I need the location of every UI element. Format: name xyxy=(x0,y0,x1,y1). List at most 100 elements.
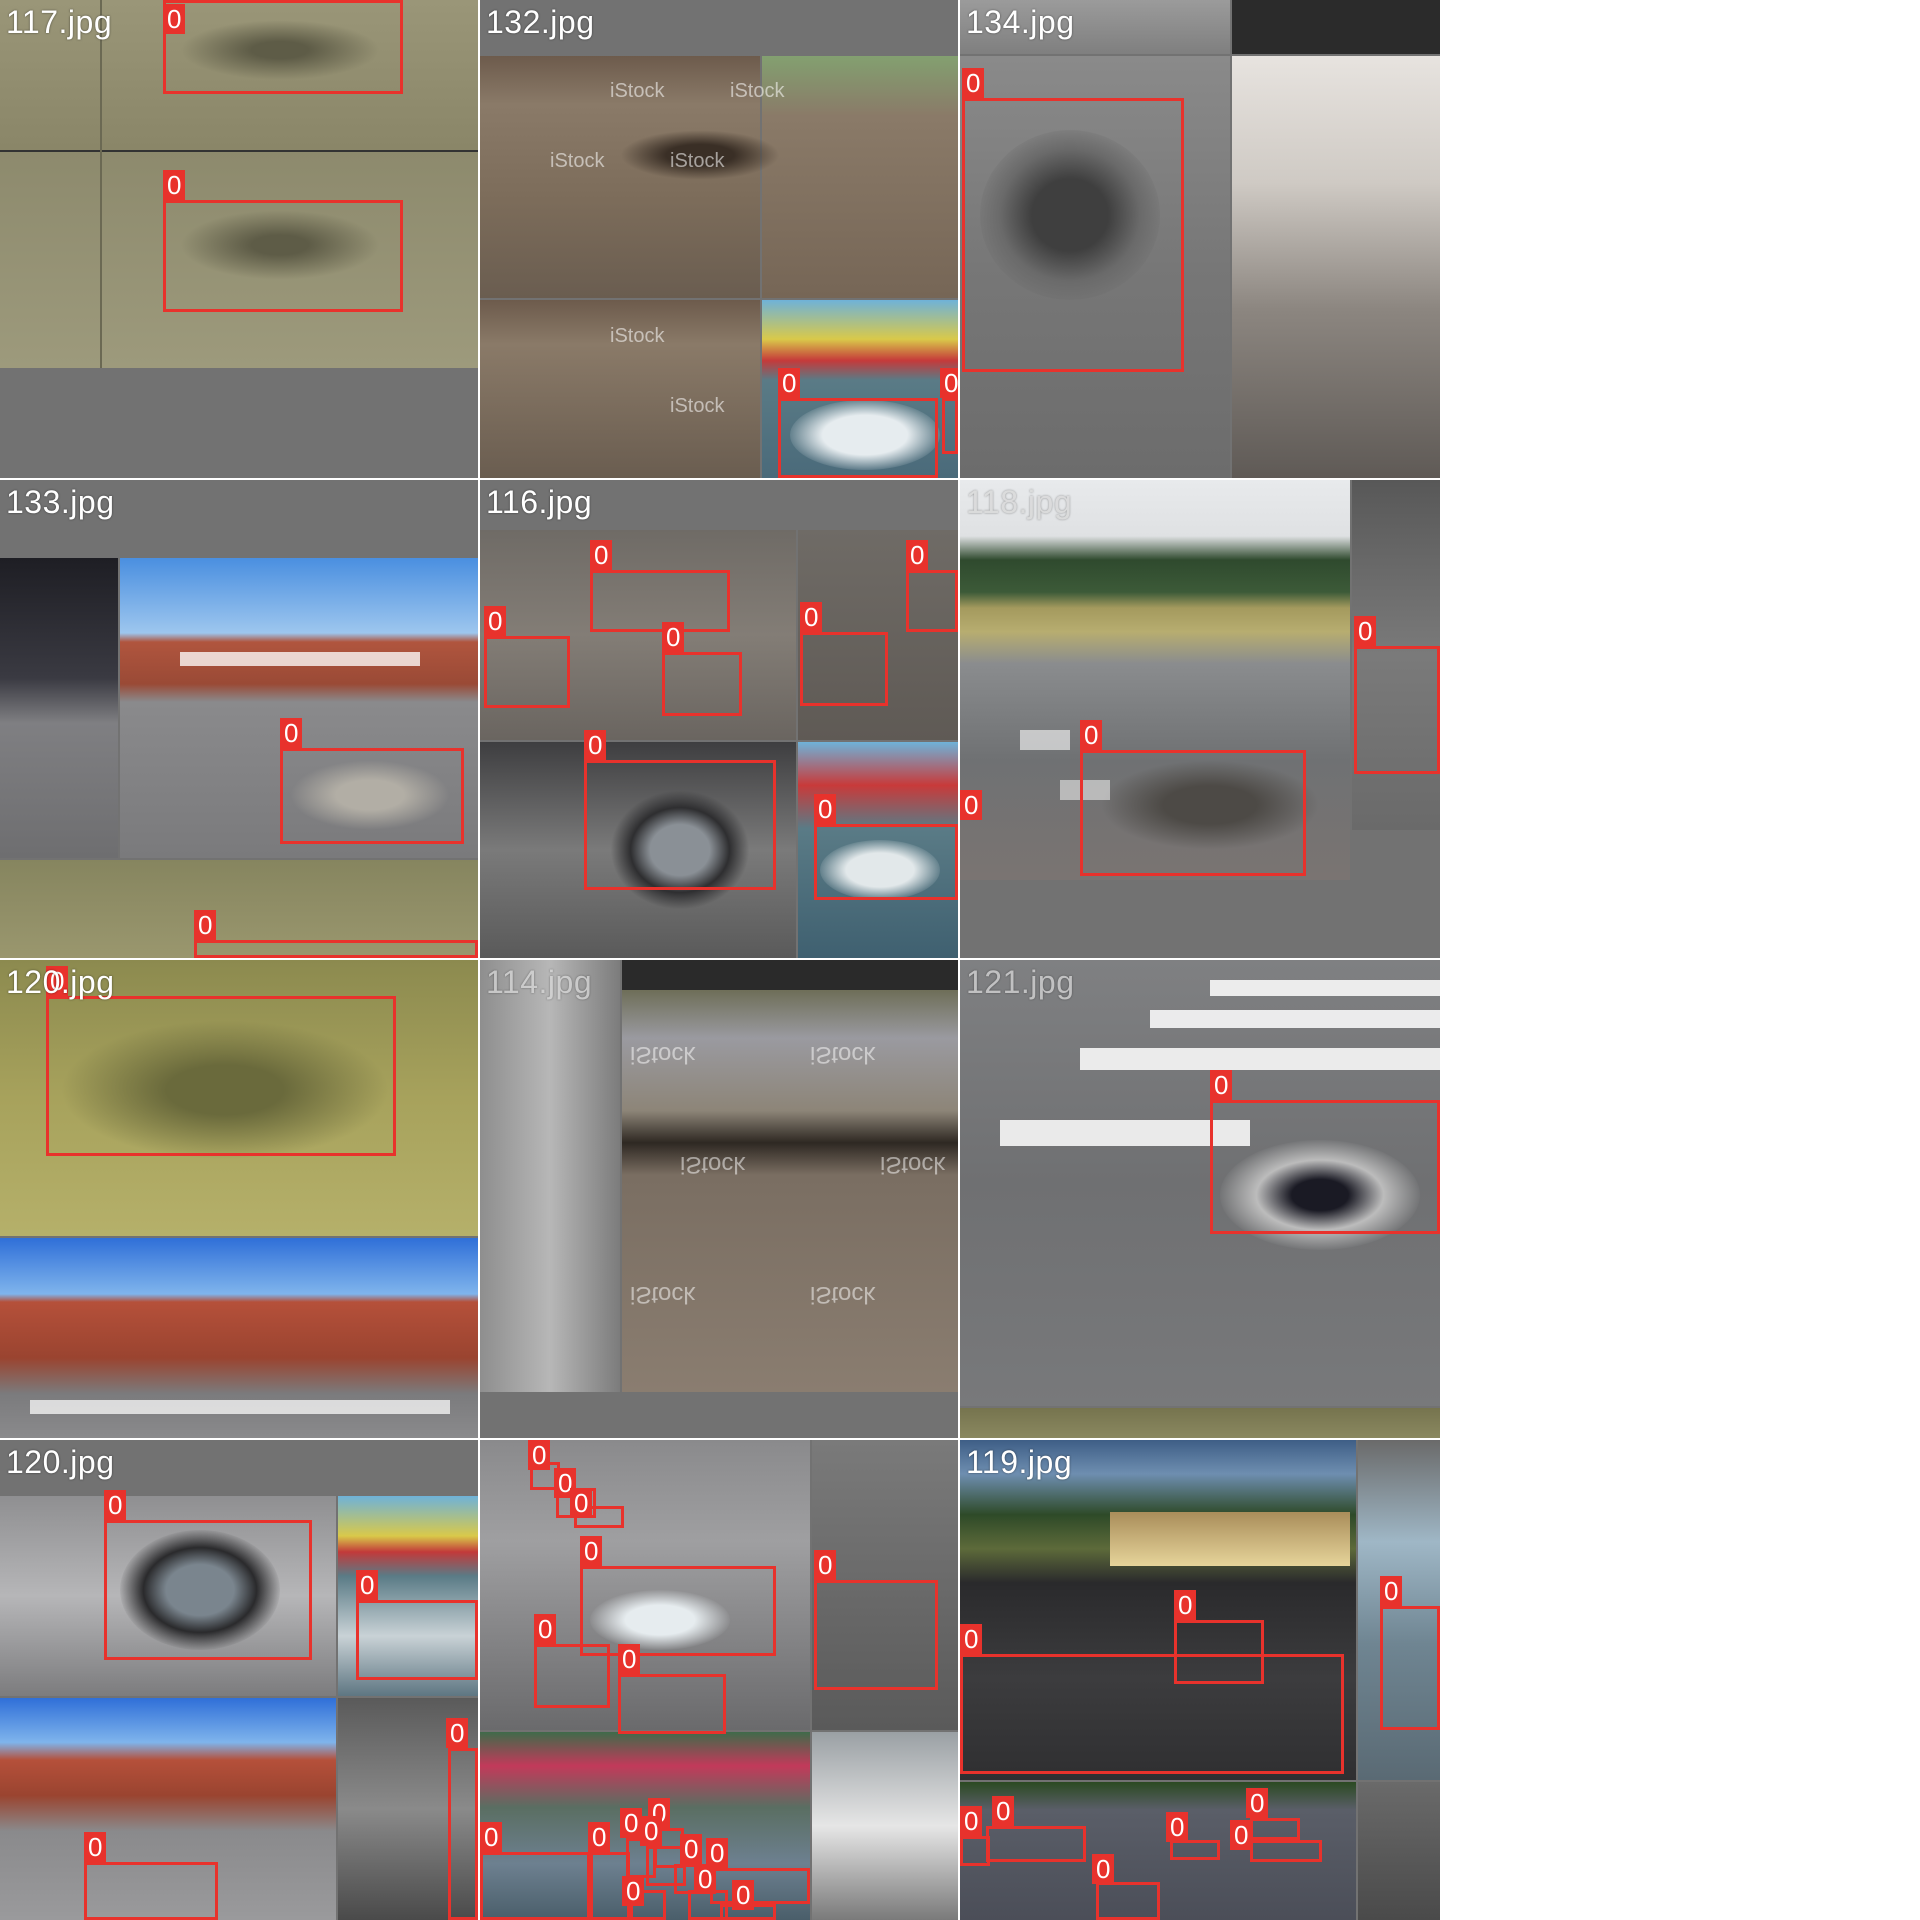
watermark-text: iStock xyxy=(610,325,665,347)
tile-132: iStock iStock iStock iStock iStock iStoc… xyxy=(480,0,958,478)
detection-box xyxy=(534,1644,610,1708)
class-label: 0 xyxy=(570,1488,593,1518)
mosaic-grid: 0 0 117.jpg iStock iStock iStock iStock … xyxy=(0,0,1440,1920)
pothole-shape xyxy=(820,840,940,900)
pothole-shape xyxy=(610,790,750,910)
pothole-shape xyxy=(1100,760,1320,850)
class-label: 0 xyxy=(163,4,186,34)
detection-box xyxy=(1096,1882,1160,1920)
class-label: 0 xyxy=(906,540,929,570)
detection-box xyxy=(1080,750,1306,876)
detection-box xyxy=(84,1862,218,1920)
detection-box xyxy=(1380,1606,1440,1730)
detection-box xyxy=(962,98,1184,372)
detection-box xyxy=(356,1600,478,1680)
tile-filename: 118.jpg xyxy=(966,484,1073,520)
detection-box xyxy=(280,748,464,844)
detection-box xyxy=(960,1654,1344,1774)
class-label: 0 xyxy=(590,540,613,570)
tile-filename: 121.jpg xyxy=(966,964,1075,1000)
detection-box xyxy=(800,632,888,706)
tile-image xyxy=(0,1698,336,1920)
class-label: 0 xyxy=(640,1816,663,1846)
detection-box xyxy=(194,940,478,958)
detection-box xyxy=(662,652,742,716)
detection-box xyxy=(986,1826,1086,1862)
class-label: 0 xyxy=(588,1822,611,1852)
class-label: 0 xyxy=(1080,720,1103,750)
tile-image xyxy=(1358,1782,1440,1920)
detection-box xyxy=(163,200,403,312)
class-label: 0 xyxy=(356,1570,379,1600)
class-label: 0 xyxy=(992,1796,1015,1826)
class-label: 0 xyxy=(962,68,985,98)
pothole-shape xyxy=(980,130,1160,300)
watermark-text: iStock xyxy=(550,150,605,172)
tile-image xyxy=(622,960,958,990)
detection-box xyxy=(1354,646,1440,774)
crosswalk-stripes xyxy=(1000,1120,1250,1146)
class-label: 0 xyxy=(800,602,823,632)
watermark-text: iStock xyxy=(630,1281,696,1308)
class-label: 0 xyxy=(960,1806,983,1836)
watermark-text: iStock xyxy=(610,80,665,102)
tile-filename: 133.jpg xyxy=(6,484,115,520)
tile-image xyxy=(480,530,796,740)
tile-filename: 116.jpg xyxy=(486,484,593,520)
tile-mosaic: 0 0 0 0 0 0 0 0 0 0 0 0 0 0 0 0 0 xyxy=(480,1440,958,1920)
pothole-shape xyxy=(180,20,380,80)
class-label: 0 xyxy=(778,368,801,398)
class-label: 0 xyxy=(534,1614,557,1644)
pothole-shape xyxy=(60,1020,390,1160)
tile-image xyxy=(960,1440,1356,1780)
class-label: 0 xyxy=(194,910,217,940)
detection-box xyxy=(1250,1818,1300,1840)
class-label: 0 xyxy=(662,622,685,652)
class-label: 0 xyxy=(622,1876,645,1906)
tile-image xyxy=(0,558,118,858)
detection-box xyxy=(814,1580,938,1690)
tile-133: 0 0 133.jpg xyxy=(0,480,478,958)
class-label: 0 xyxy=(940,368,958,398)
class-label: 0 xyxy=(680,1834,703,1864)
tile-filename: 134.jpg xyxy=(966,4,1075,40)
detection-box xyxy=(1250,1840,1322,1862)
detection-box xyxy=(1170,1840,1220,1860)
detection-box xyxy=(104,1520,312,1660)
detection-box xyxy=(778,398,938,478)
tile-image xyxy=(622,990,958,1392)
class-label: 0 xyxy=(280,718,303,748)
class-label: 0 xyxy=(694,1864,717,1894)
class-label: 0 xyxy=(484,606,507,636)
class-label: 0 xyxy=(1092,1854,1115,1884)
tile-image xyxy=(480,300,760,478)
detection-box xyxy=(46,996,396,1156)
tile-image xyxy=(1232,56,1440,478)
class-label: 0 xyxy=(706,1838,729,1868)
watermark-text: iStock xyxy=(880,1151,946,1178)
tile-filename: 120.jpg xyxy=(6,964,115,1000)
class-label: 0 xyxy=(480,1822,503,1852)
class-label: 0 xyxy=(1174,1590,1197,1620)
road-marking xyxy=(1060,780,1110,800)
detection-box xyxy=(580,1566,776,1656)
class-label: 0 xyxy=(620,1808,643,1838)
tile-118: 0 0 0 118.jpg xyxy=(960,480,1440,958)
detection-box xyxy=(163,0,403,94)
class-label: 0 xyxy=(1210,1070,1233,1100)
crosswalk-stripes xyxy=(1210,980,1440,996)
class-label: 0 xyxy=(732,1880,755,1910)
class-label: 0 xyxy=(580,1536,603,1566)
seam-line xyxy=(0,150,478,152)
detection-box xyxy=(618,1674,726,1734)
detection-box xyxy=(1174,1620,1264,1684)
seam-line xyxy=(100,0,102,368)
tile-116: 0 0 0 0 0 0 0 0 116.jpg xyxy=(480,480,958,958)
detection-box xyxy=(590,570,730,632)
tile-image xyxy=(480,960,620,1392)
crosswalk-stripes xyxy=(180,652,420,666)
tile-114: iStock iStock iStock iStock iStock iStoc… xyxy=(480,960,958,1438)
watermark-text: iStock xyxy=(680,1151,746,1178)
tile-filename: 132.jpg xyxy=(486,4,595,40)
crosswalk-stripes xyxy=(1080,1048,1440,1070)
